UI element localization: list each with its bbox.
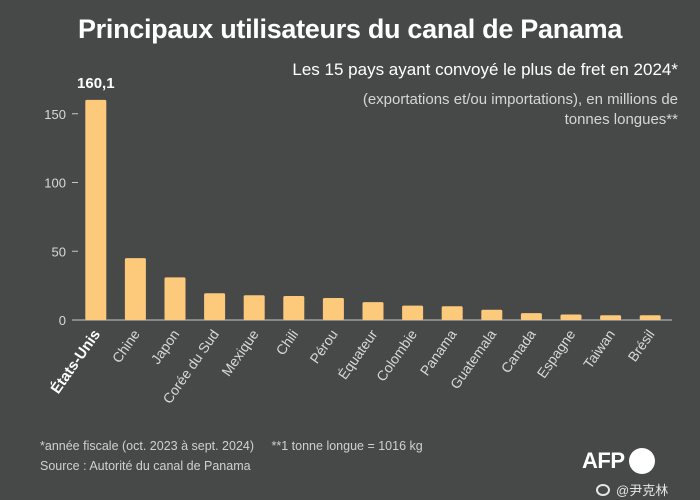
afp-logo: AFP [582, 448, 655, 474]
x-tick-label: Canada [498, 326, 539, 376]
x-tick-label: États-Unis [48, 327, 104, 398]
x-tick-label: Taiwan [580, 327, 618, 372]
bar [243, 295, 265, 320]
data-label: 160,1 [77, 75, 115, 92]
x-tick-label: Pérou [306, 327, 341, 367]
bar [481, 309, 503, 320]
y-tick-label: 100 [44, 176, 66, 191]
source-note: Source : Autorité du canal de Panama [40, 459, 251, 473]
x-tick-label: Chili [273, 327, 302, 358]
chart-units-note: (exportations et/ou importations), en mi… [362, 91, 678, 128]
y-tick-label: 150 [44, 107, 66, 122]
bar [362, 302, 384, 320]
bar [520, 313, 542, 320]
weibo-icon [596, 483, 610, 496]
x-tick-label: Mexique [218, 326, 262, 379]
bar [560, 314, 582, 320]
weibo-watermark: @尹克林 [596, 480, 668, 499]
bar [639, 315, 661, 320]
footnote-fiscal-year: *année fiscale (oct. 2023 à sept. 2024) [40, 439, 255, 453]
bar [600, 315, 622, 320]
chart-title: Principaux utilisateurs du canal de Pana… [77, 14, 623, 44]
y-tick-label: 0 [59, 313, 66, 328]
x-tick-label: Panama [417, 326, 460, 378]
bar [283, 295, 305, 320]
bar [441, 306, 463, 320]
afp-dot-icon [628, 448, 655, 474]
bar [322, 298, 344, 320]
x-tick-label: Japon [147, 327, 182, 367]
x-tick-label: Chine [109, 326, 143, 365]
bar [204, 293, 226, 320]
x-tick-label: Espagne [534, 326, 579, 381]
bar [124, 258, 146, 320]
x-tick-label: Colombie [373, 326, 420, 384]
footnote-long-ton: **1 tonne longue = 1016 kg [271, 439, 423, 453]
bar [164, 277, 186, 320]
footnotes: *année fiscale (oct. 2023 à sept. 2024) … [40, 436, 437, 476]
bar [85, 99, 107, 320]
watermark-text: @尹克林 [616, 483, 669, 498]
afp-logo-text: AFP [582, 448, 625, 473]
chart-subtitle: Les 15 pays ayant convoyé le plus de fre… [292, 60, 678, 79]
bar [402, 305, 424, 320]
x-tick-label: Brésil [624, 327, 657, 365]
y-tick-label: 50 [52, 244, 66, 259]
